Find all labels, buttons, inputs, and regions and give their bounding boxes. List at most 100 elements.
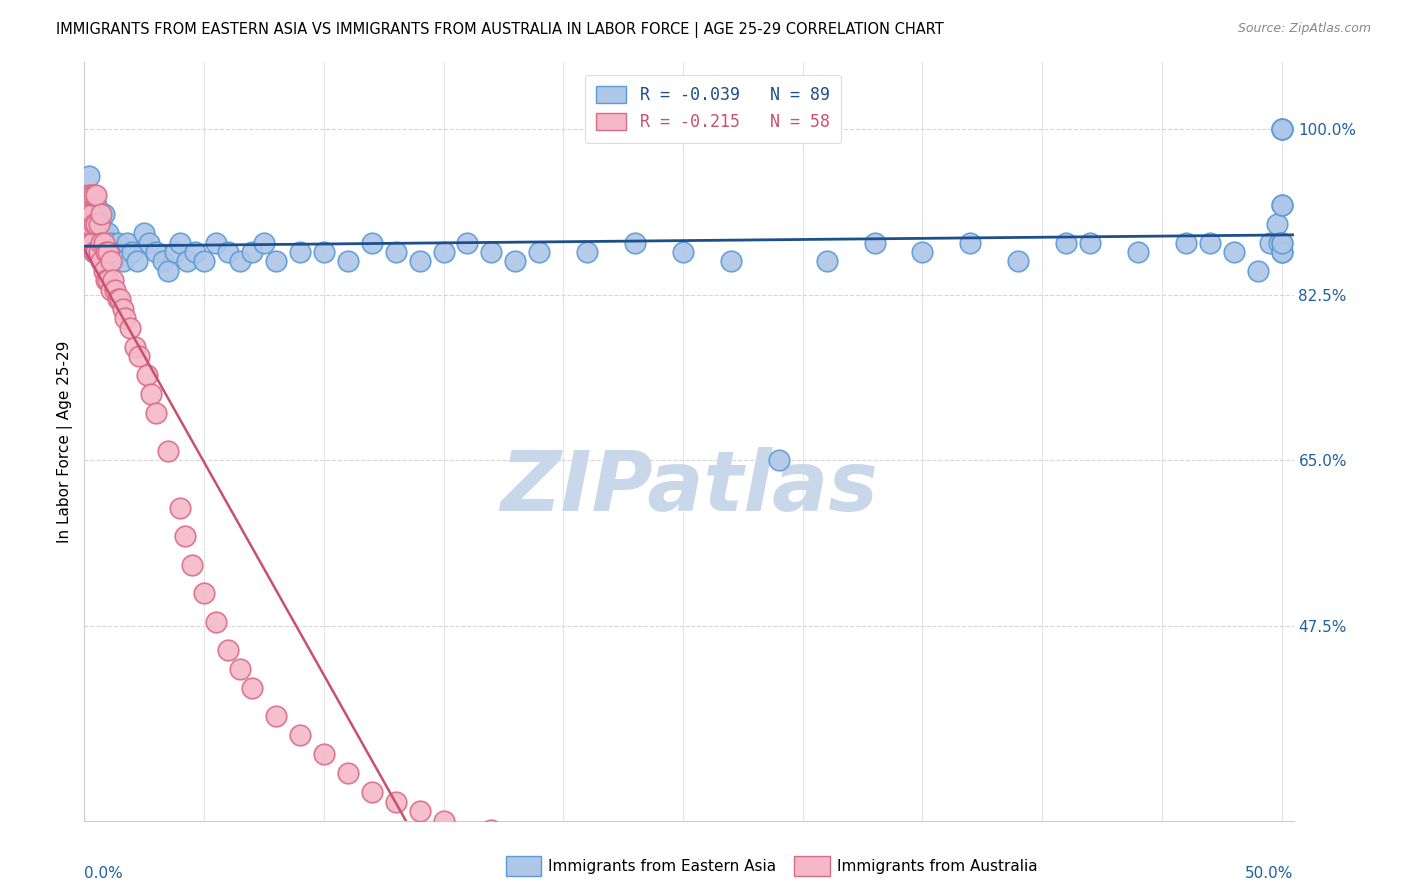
Point	[193, 254, 215, 268]
Point	[77, 217, 100, 231]
Point	[125, 254, 148, 268]
Point	[1270, 244, 1292, 259]
Point	[87, 207, 110, 221]
Point	[90, 235, 112, 250]
Point	[100, 283, 122, 297]
Point	[145, 406, 167, 420]
Point	[205, 235, 228, 250]
Point	[553, 832, 575, 847]
Point	[624, 235, 647, 250]
Point	[408, 804, 430, 818]
Point	[86, 217, 108, 231]
Point	[1270, 197, 1292, 211]
Point	[87, 217, 110, 231]
Point	[165, 244, 187, 259]
Point	[104, 244, 127, 259]
Point	[181, 558, 204, 572]
Point	[90, 254, 112, 268]
Point	[145, 244, 167, 259]
Text: Immigrants from Eastern Asia: Immigrants from Eastern Asia	[548, 859, 776, 873]
Point	[83, 226, 105, 240]
Point	[94, 273, 117, 287]
Point	[253, 235, 276, 250]
Point	[911, 244, 934, 259]
Point	[1174, 235, 1197, 250]
Point	[97, 244, 120, 259]
Point	[135, 368, 157, 383]
Point	[1265, 217, 1288, 231]
Point	[1198, 235, 1220, 250]
Point	[90, 207, 112, 221]
Point	[169, 235, 191, 250]
Point	[1270, 121, 1292, 136]
Point	[288, 244, 311, 259]
Point	[529, 244, 551, 259]
Point	[720, 254, 742, 268]
Point	[76, 217, 98, 231]
Point	[101, 273, 124, 287]
Point	[169, 500, 191, 515]
Point	[312, 747, 335, 762]
Point	[157, 264, 180, 278]
Point	[384, 795, 406, 809]
Point	[288, 728, 311, 742]
Point	[128, 349, 150, 363]
Point	[97, 273, 120, 287]
Point	[1270, 244, 1292, 259]
Text: ZIPatlas: ZIPatlas	[501, 447, 877, 527]
Point	[1246, 264, 1268, 278]
Point	[80, 235, 103, 250]
Point	[505, 254, 527, 268]
Point	[90, 235, 112, 250]
Point	[336, 766, 359, 780]
Point	[121, 244, 143, 259]
Point	[229, 662, 252, 676]
Point	[217, 643, 239, 657]
Point	[1268, 235, 1291, 250]
Point	[174, 529, 197, 543]
Point	[141, 387, 163, 401]
Point	[101, 254, 124, 268]
Point	[124, 340, 146, 354]
Point	[83, 217, 105, 231]
Point	[93, 207, 115, 221]
Point	[1126, 244, 1149, 259]
Point	[815, 254, 838, 268]
Point	[86, 188, 108, 202]
Legend: R = -0.039   N = 89, R = -0.215   N = 58: R = -0.039 N = 89, R = -0.215 N = 58	[585, 75, 841, 143]
Point	[118, 320, 141, 334]
Point	[1078, 235, 1101, 250]
Text: Immigrants from Australia: Immigrants from Australia	[837, 859, 1038, 873]
Point	[83, 207, 105, 221]
Point	[1270, 235, 1292, 250]
Point	[110, 293, 132, 307]
Point	[863, 235, 886, 250]
Point	[1258, 235, 1281, 250]
Point	[107, 293, 129, 307]
Point	[94, 235, 117, 250]
Point	[217, 244, 239, 259]
Text: IMMIGRANTS FROM EASTERN ASIA VS IMMIGRANTS FROM AUSTRALIA IN LABOR FORCE | AGE 2: IMMIGRANTS FROM EASTERN ASIA VS IMMIGRAN…	[56, 22, 943, 38]
Point	[107, 235, 129, 250]
Point	[240, 681, 263, 695]
Point	[83, 188, 105, 202]
Point	[80, 217, 103, 231]
Point	[1007, 254, 1029, 268]
Point	[100, 235, 122, 250]
Point	[76, 235, 98, 250]
Point	[240, 244, 263, 259]
Point	[93, 226, 115, 240]
Point	[1270, 121, 1292, 136]
Text: 50.0%: 50.0%	[1246, 866, 1294, 881]
Point	[152, 254, 174, 268]
Point	[90, 217, 112, 231]
Point	[83, 244, 105, 259]
Point	[1054, 235, 1077, 250]
Point	[264, 709, 287, 723]
Point	[93, 264, 115, 278]
Point	[86, 197, 108, 211]
Point	[93, 244, 115, 259]
Point	[111, 301, 134, 316]
Point	[87, 226, 110, 240]
Point	[138, 235, 160, 250]
